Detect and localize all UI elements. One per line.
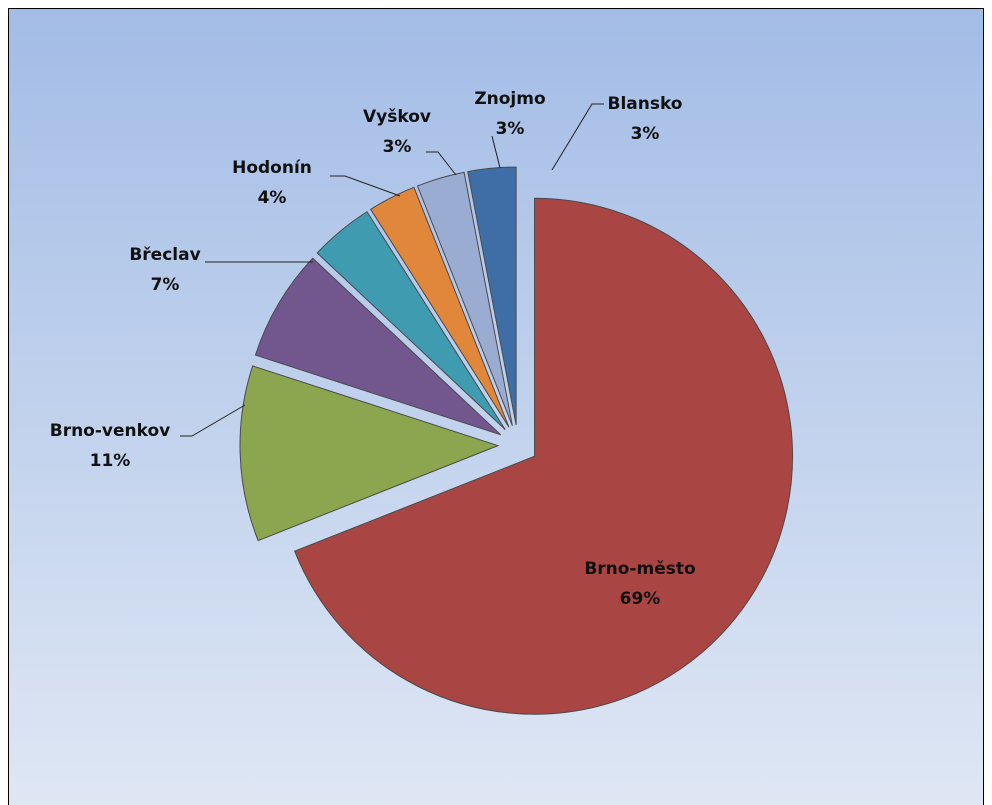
pie-slice bbox=[369, 186, 510, 428]
leader-line bbox=[330, 175, 401, 197]
pie-slice bbox=[467, 166, 517, 426]
pie-slice bbox=[416, 171, 513, 426]
pie-slice bbox=[294, 197, 793, 715]
leader-line bbox=[426, 151, 457, 176]
category-label: Brno-venkov bbox=[50, 421, 171, 441]
category-label: Blansko bbox=[607, 94, 682, 114]
data-label: 3% bbox=[383, 137, 412, 157]
data-label: 11% bbox=[90, 451, 131, 471]
leader-line bbox=[180, 404, 246, 437]
data-label: 69% bbox=[620, 589, 661, 609]
category-label: Znojmo bbox=[474, 89, 545, 109]
pie-slice bbox=[254, 257, 502, 436]
data-label: 3% bbox=[496, 119, 525, 139]
pie-slice bbox=[239, 365, 500, 542]
data-label: 7% bbox=[151, 275, 180, 295]
leader-line bbox=[551, 103, 604, 171]
leader-line bbox=[491, 135, 501, 169]
category-label: Vyškov bbox=[363, 107, 431, 127]
category-label: Hodonín bbox=[232, 158, 312, 178]
data-label: 3% bbox=[631, 124, 660, 144]
data-label: 4% bbox=[258, 188, 287, 208]
category-label: Břeclav bbox=[129, 245, 200, 265]
pie-slice bbox=[316, 211, 506, 430]
category-label: Brno-město bbox=[584, 559, 695, 579]
